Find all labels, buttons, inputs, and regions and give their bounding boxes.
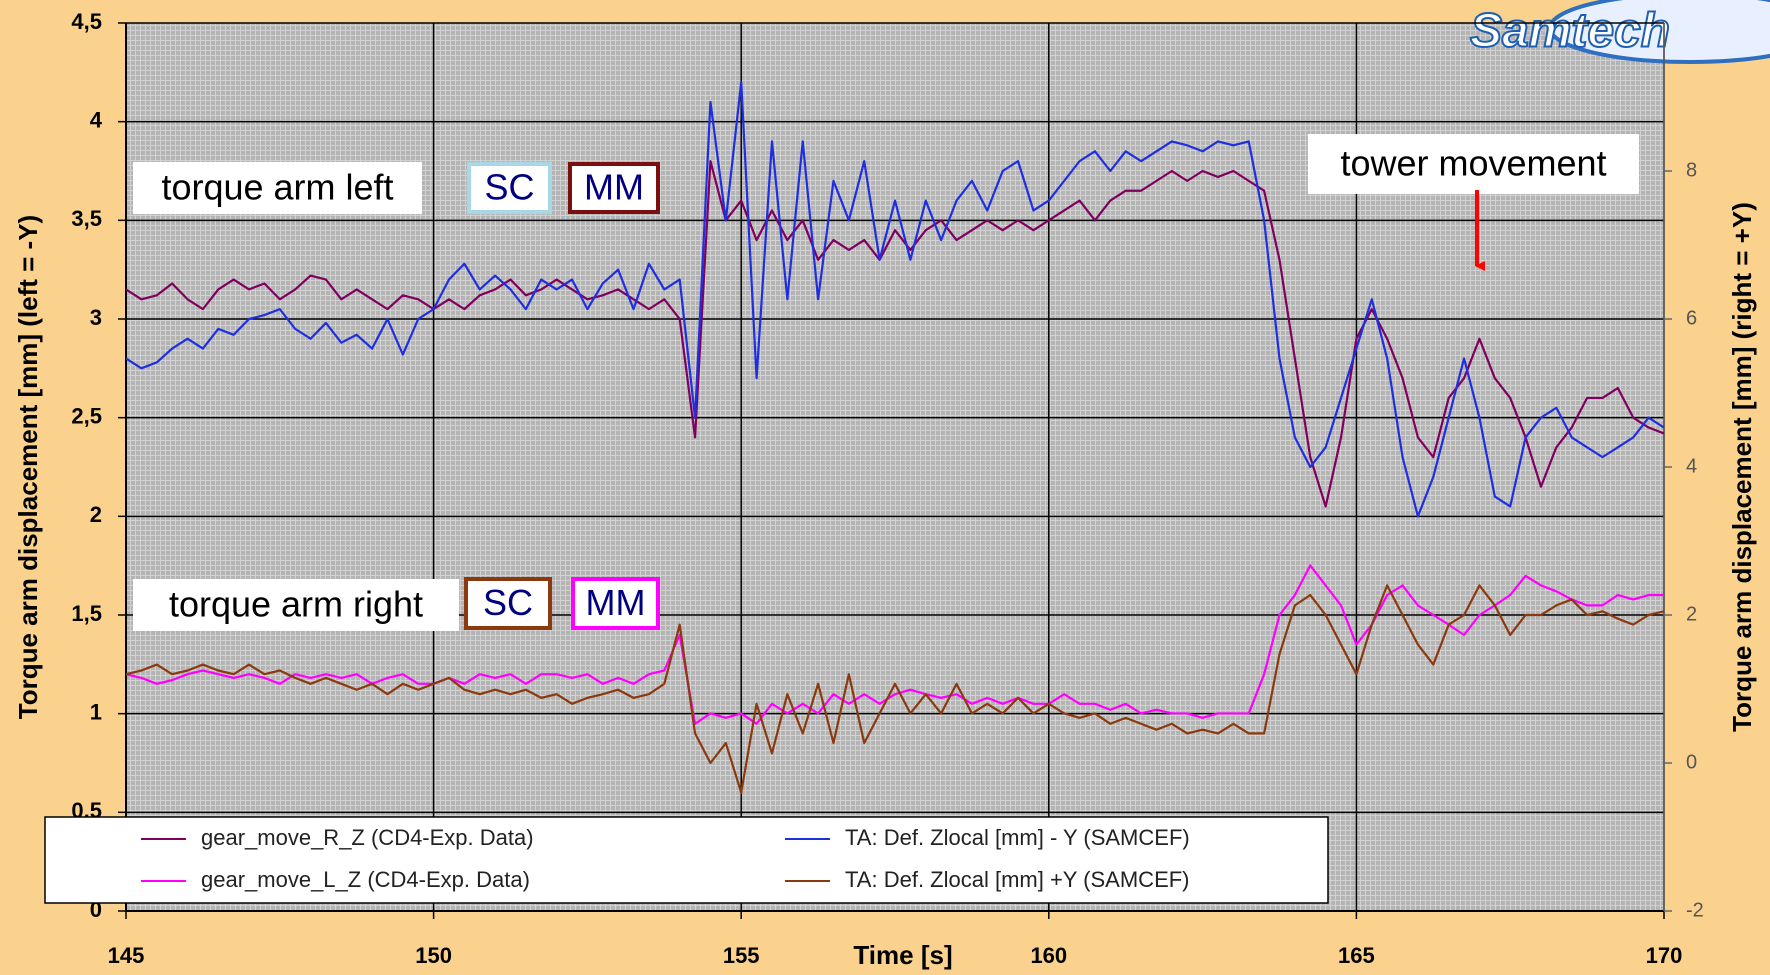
logo: Samtech	[1469, 0, 1770, 64]
x-tick-label: 160	[1030, 943, 1067, 968]
y2-tick-label: -2	[1686, 899, 1704, 921]
y-tick-label: 3,5	[71, 206, 102, 231]
series-group	[126, 81, 1664, 794]
x-tick-label: 150	[415, 943, 452, 968]
annotation: SC	[484, 167, 534, 208]
annotation: MM	[584, 167, 644, 208]
y-tick-label: 2,5	[71, 403, 102, 428]
annotation: MM	[586, 582, 646, 623]
annotation-box	[568, 162, 660, 214]
y-tick-label: 2	[90, 502, 102, 527]
y2-tick-label: 2	[1686, 603, 1697, 625]
annotation: torque arm right	[169, 584, 423, 625]
x-tick-label: 155	[723, 943, 760, 968]
legend-box	[44, 816, 1329, 904]
legend-label: gear_move_L_Z (CD4-Exp. Data)	[201, 867, 530, 892]
annotation-box	[133, 162, 422, 214]
legend-label: TA: Def. Zlocal [mm] +Y (SAMCEF)	[845, 867, 1190, 892]
series-line	[126, 584, 1664, 794]
x-tick-label: 165	[1338, 943, 1375, 968]
annotation: tower movement	[1340, 143, 1606, 184]
y-tick-label: 4,5	[71, 9, 102, 34]
logo-text: Samtech	[1470, 5, 1670, 58]
y-tick-label: 1,5	[71, 601, 102, 626]
y-axis-title: Torque arm displacement [mm] (left = -Y)	[13, 215, 43, 719]
series-line	[126, 81, 1664, 518]
y-tick-label: 3	[90, 305, 102, 330]
annotation: SC	[483, 582, 533, 623]
annotation: torque arm left	[161, 167, 393, 208]
series-line	[126, 160, 1664, 508]
y2-tick-label: 8	[1686, 159, 1697, 181]
x-axis-title: Time [s]	[853, 940, 952, 970]
y2-tick-label: 0	[1686, 751, 1697, 773]
y2-tick-label: 4	[1686, 455, 1697, 477]
y-tick-label: 4	[90, 107, 103, 132]
annotation-box	[571, 577, 660, 630]
legend: gear_move_R_Z (CD4-Exp. Data) gear_move_L…	[44, 816, 1329, 904]
legend-label: gear_move_R_Z (CD4-Exp. Data)	[201, 825, 534, 850]
x-tick-label: 170	[1646, 943, 1683, 968]
y-tick-label: 1	[90, 699, 102, 724]
annotation-box	[467, 162, 552, 214]
annotation-box	[133, 579, 459, 631]
series-line	[126, 564, 1664, 725]
annotation-box	[1308, 134, 1639, 194]
x-tick-label: 145	[108, 943, 145, 968]
legend-label: TA: Def. Zlocal [mm] - Y (SAMCEF)	[845, 825, 1190, 850]
y2-tick-label: 6	[1686, 307, 1697, 329]
annotation-box	[464, 577, 552, 630]
logo-ring	[1548, 0, 1770, 64]
y2-axis-title: Torque arm displacement [mm] (right = +Y…	[1727, 202, 1757, 732]
